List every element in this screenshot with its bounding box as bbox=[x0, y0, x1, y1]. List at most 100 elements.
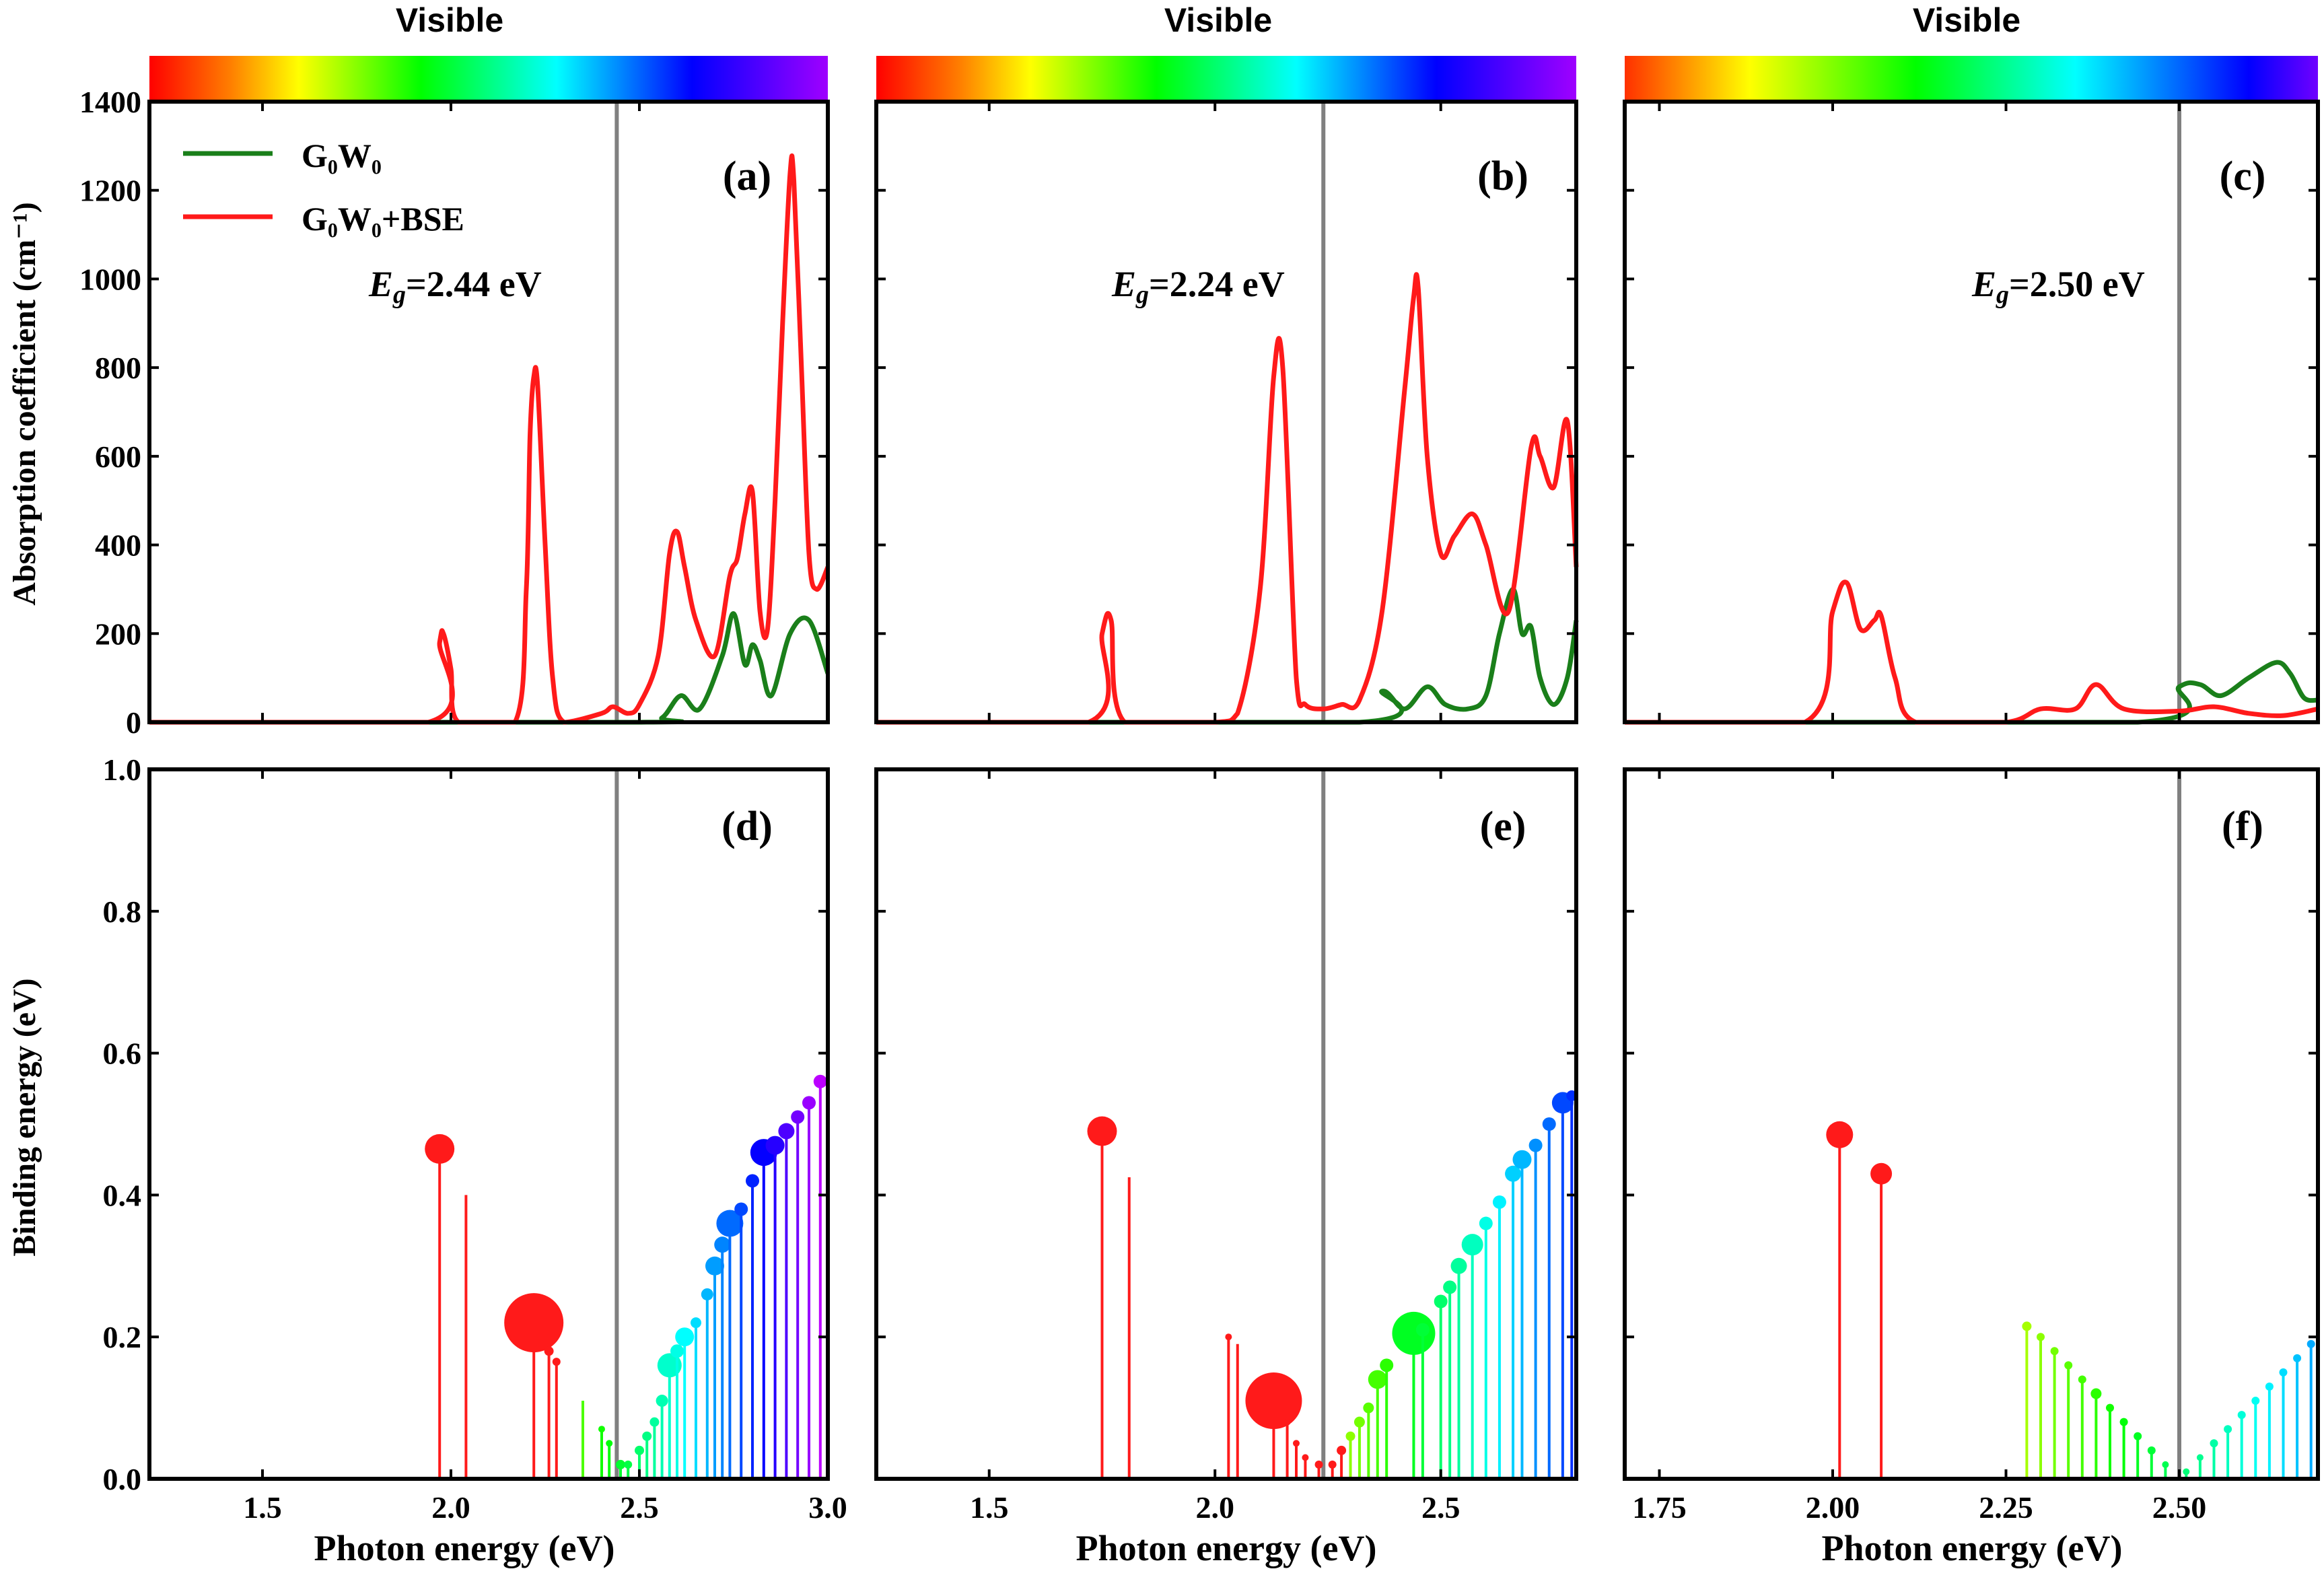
exciton-point-d bbox=[765, 1136, 785, 1155]
exciton-point-e bbox=[1528, 1138, 1543, 1152]
exciton-point-e bbox=[1512, 1150, 1532, 1169]
plot-frame-a bbox=[147, 100, 830, 724]
exciton-point-d bbox=[635, 1445, 644, 1455]
x-tick-label-e: 2.5 bbox=[1421, 1490, 1460, 1525]
spectrum-bar-a bbox=[149, 56, 828, 102]
y-tick-label-d: 0.4 bbox=[103, 1178, 142, 1212]
y-tick-label-a: 200 bbox=[95, 617, 141, 651]
y-tick-label-a: 600 bbox=[95, 440, 141, 474]
exciton-point-d bbox=[791, 1110, 805, 1124]
panel-b: Visible (b) Eg=2.24 eV bbox=[874, 1, 1579, 725]
exciton-point-d bbox=[675, 1327, 695, 1347]
y-tick-label-d: 0.2 bbox=[103, 1320, 142, 1354]
exciton-point-d bbox=[656, 1395, 668, 1407]
exciton-point-e bbox=[1380, 1358, 1394, 1372]
plot-c bbox=[1623, 100, 2320, 725]
exciton-point-d bbox=[714, 1236, 731, 1253]
exciton-point-d bbox=[552, 1358, 561, 1366]
exciton-point-e bbox=[1492, 1195, 1506, 1209]
exciton-point-f bbox=[2210, 1439, 2218, 1448]
plot-frame-c bbox=[1623, 100, 2320, 724]
exciton-point-f bbox=[2064, 1361, 2073, 1370]
plot-frame-f bbox=[1623, 767, 2320, 1481]
exciton-point-f bbox=[2183, 1468, 2190, 1475]
exciton-point-d bbox=[649, 1417, 660, 1427]
plot-frame-d bbox=[147, 767, 830, 1481]
exciton-point-d bbox=[746, 1174, 759, 1188]
exciton-point-f bbox=[2196, 1454, 2204, 1461]
y-tick-label-a: 1200 bbox=[79, 174, 141, 208]
exciton-point-e bbox=[1461, 1234, 1483, 1256]
x-tick-label-f: 2.50 bbox=[2152, 1490, 2207, 1525]
plot-a: 0 200 400 600 800 1000 1200 1400 bbox=[79, 85, 831, 740]
y-tick-label-d: 0.6 bbox=[103, 1037, 142, 1071]
panel-label-b: (b) bbox=[1477, 153, 1528, 199]
exciton-point-d bbox=[657, 1353, 682, 1378]
x-tick-label-f: 2.00 bbox=[1806, 1490, 1860, 1525]
spectrum-bar-c bbox=[1625, 56, 2318, 102]
gap-annotation-b: Eg=2.24 eV bbox=[1111, 264, 1285, 309]
exciton-point-f bbox=[2307, 1339, 2315, 1348]
exciton-point-d bbox=[813, 1074, 827, 1088]
exciton-point-f bbox=[2090, 1388, 2102, 1399]
plot-d: 1.5 2.0 2.5 3.0 0.0 0.2 0.4 0.6 0.8 1.0 bbox=[103, 753, 847, 1525]
x-label-d: Photon energy (eV) bbox=[314, 1528, 615, 1568]
exciton-point-e bbox=[1450, 1257, 1467, 1274]
series-line-gw-b bbox=[876, 586, 1579, 725]
x-label-f: Photon energy (eV) bbox=[1822, 1528, 2123, 1568]
exciton-point-d bbox=[691, 1317, 701, 1329]
exciton-point-d bbox=[504, 1293, 564, 1353]
x-label-e: Photon energy (eV) bbox=[1076, 1528, 1377, 1568]
exciton-point-e bbox=[1225, 1333, 1232, 1341]
plot-e: 1.5 2.0 2.5 bbox=[874, 767, 1578, 1525]
exciton-point-f bbox=[2224, 1425, 2232, 1434]
x-tick-label-e: 2.0 bbox=[1195, 1490, 1234, 1525]
panel-c: Visible (c) Eg=2.50 eV bbox=[1623, 1, 2320, 725]
exciton-point-d bbox=[701, 1288, 713, 1300]
visible-title-a: Visible bbox=[396, 1, 503, 39]
exciton-point-d bbox=[598, 1426, 605, 1433]
gap-text-c: =2.50 eV bbox=[2009, 264, 2145, 304]
exciton-point-e bbox=[1392, 1311, 1436, 1355]
exciton-point-d bbox=[616, 1459, 625, 1469]
exciton-point-d bbox=[425, 1134, 455, 1164]
legend: G₀W₀ G₀W₀+BSE bbox=[183, 137, 464, 238]
exciton-point-f bbox=[2237, 1411, 2246, 1420]
series-line-gw-a bbox=[149, 611, 831, 725]
exciton-point-e bbox=[1505, 1165, 1522, 1182]
exciton-point-e bbox=[1353, 1416, 1365, 1428]
x-tick-label-d: 3.0 bbox=[808, 1490, 847, 1525]
spectrum-bar-b bbox=[876, 56, 1576, 102]
y-tick-label-d: 0.0 bbox=[103, 1462, 142, 1496]
plot-f: 1.75 2.00 2.25 2.50 bbox=[1623, 767, 2320, 1525]
y-label-binding: Binding energy (eV) bbox=[7, 978, 42, 1256]
x-tick-label-d: 2.5 bbox=[620, 1490, 659, 1525]
y-tick-label-a: 800 bbox=[95, 351, 141, 385]
exciton-point-e bbox=[1293, 1440, 1300, 1447]
exciton-point-e bbox=[1087, 1116, 1117, 1146]
legend-label-bse: G₀W₀+BSE bbox=[302, 200, 464, 238]
gap-annotation-c: Eg=2.50 eV bbox=[1971, 264, 2145, 309]
plot-frame-b bbox=[874, 100, 1578, 724]
x-tick-label-f: 1.75 bbox=[1632, 1490, 1687, 1525]
exciton-point-f bbox=[2037, 1333, 2045, 1341]
exciton-point-e bbox=[1368, 1370, 1387, 1389]
exciton-point-d bbox=[670, 1344, 684, 1358]
y-tick-label-a: 400 bbox=[95, 528, 141, 563]
exciton-point-f bbox=[2106, 1403, 2114, 1412]
exciton-point-e bbox=[1363, 1402, 1374, 1414]
panel-label-a: (a) bbox=[723, 153, 771, 199]
gap-text-a: =2.44 eV bbox=[406, 264, 542, 304]
panel-d: 1.5 2.0 2.5 3.0 0.0 0.2 0.4 0.6 0.8 1.0 (d) Photo… bbox=[103, 753, 847, 1568]
panel-label-e: (e) bbox=[1480, 804, 1526, 849]
x-tick-label-e: 1.5 bbox=[970, 1490, 1009, 1525]
exciton-point-d bbox=[624, 1460, 633, 1469]
exciton-point-d bbox=[734, 1202, 748, 1216]
gap-text-b: =2.24 eV bbox=[1149, 264, 1285, 304]
exciton-point-f bbox=[2162, 1461, 2169, 1468]
y-tick-label-d: 1.0 bbox=[103, 753, 142, 787]
panel-label-f: (f) bbox=[2222, 804, 2263, 849]
series-line-bse-b bbox=[876, 272, 1579, 725]
exciton-point-f bbox=[2022, 1321, 2032, 1331]
